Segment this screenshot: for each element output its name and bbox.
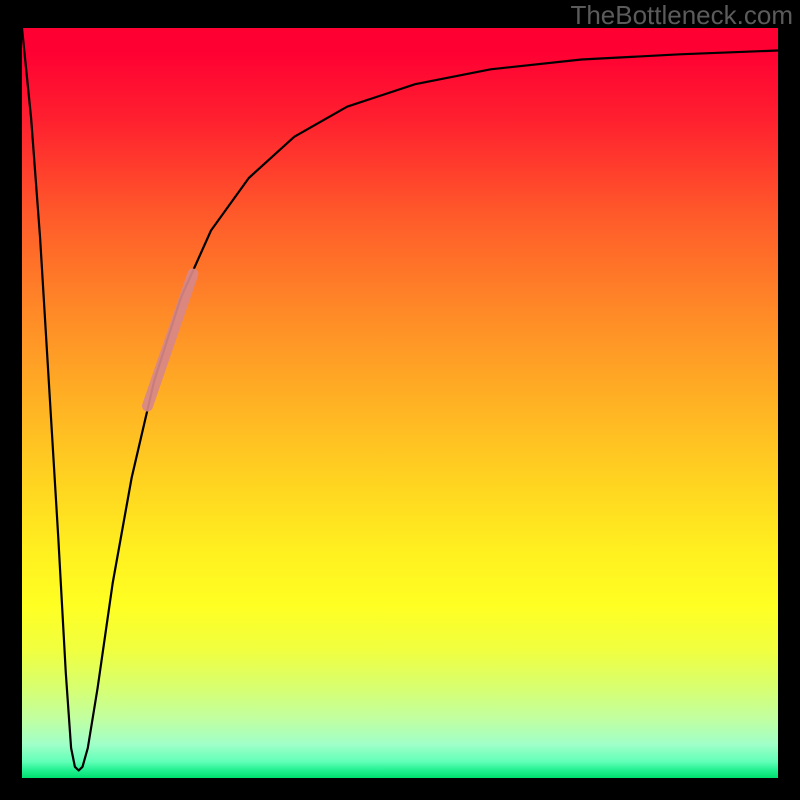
- chart-canvas: [0, 0, 800, 800]
- bottleneck-chart: TheBottleneck.com: [0, 0, 800, 800]
- plot-background: [22, 28, 778, 778]
